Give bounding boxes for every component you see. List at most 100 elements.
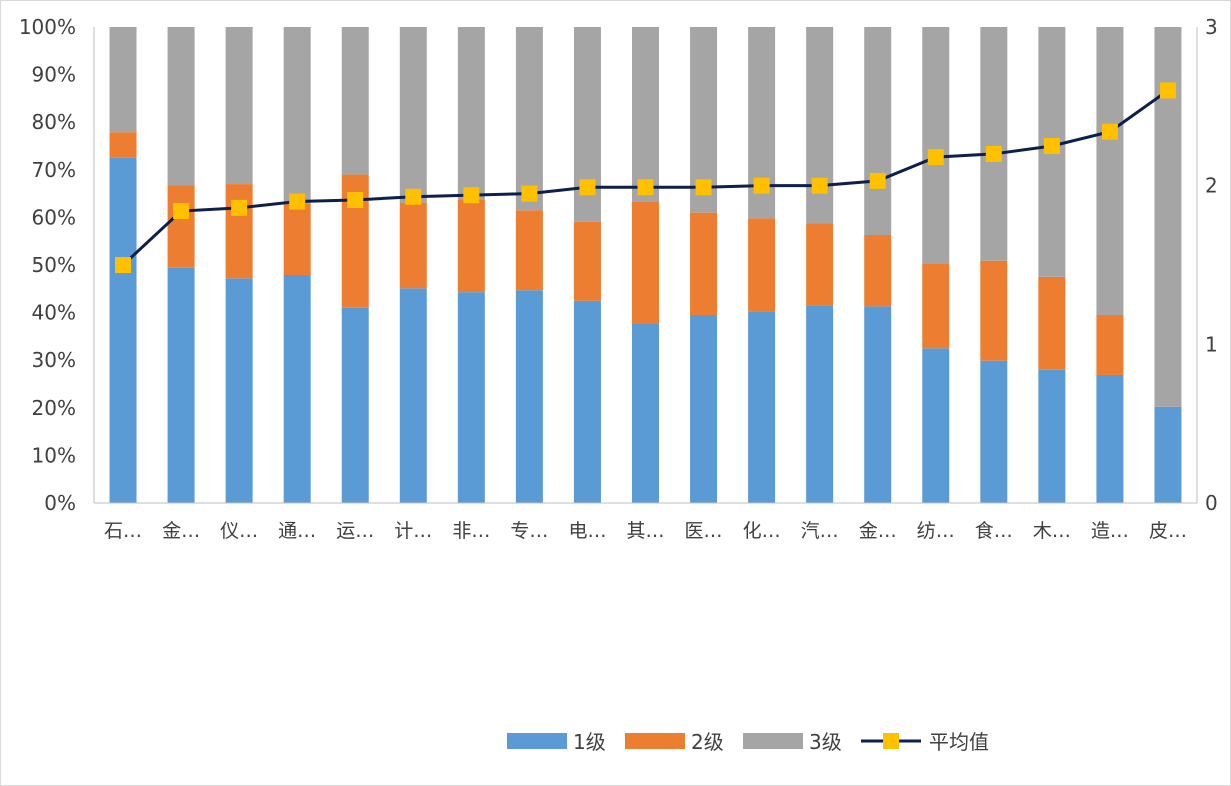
x-category-label: 计…: [394, 520, 432, 542]
bar-1-3: [283, 274, 311, 503]
x-category-label: 汽…: [801, 520, 839, 542]
bar-1-4: [341, 307, 369, 503]
bar-2-12: [806, 223, 834, 306]
average-marker-17: [1101, 123, 1118, 140]
legend-label-3: 3级: [809, 730, 842, 754]
average-marker-12: [811, 177, 828, 194]
bar-2-7: [515, 210, 543, 291]
bar-3-6: [457, 27, 485, 200]
bar-1-11: [748, 311, 776, 503]
bar-1-17: [1096, 374, 1124, 503]
bar-2-5: [399, 202, 427, 289]
bar-3-17: [1096, 27, 1124, 315]
bar-1-2: [225, 278, 253, 503]
x-category-label: 木…: [1033, 520, 1071, 542]
y-left-tick-label: 20%: [32, 396, 76, 420]
y-left-tick-label: 10%: [32, 443, 76, 467]
bar-3-1: [167, 27, 195, 186]
bar-3-7: [515, 27, 543, 211]
bar-1-15: [980, 360, 1008, 503]
bar-3-13: [864, 27, 892, 236]
y-left-tick-label: 80%: [32, 110, 76, 134]
bar-1-9: [632, 323, 659, 503]
bar-2-16: [1038, 276, 1066, 370]
bar-1-8: [573, 300, 601, 503]
y-left-tick-label: 100%: [19, 15, 76, 39]
x-category-label: 纺…: [917, 520, 955, 542]
bar-2-3: [283, 203, 311, 275]
bar-2-10: [690, 212, 718, 315]
y-left-tick-label: 50%: [32, 253, 76, 277]
legend-label-average: 平均值: [929, 730, 989, 754]
x-category-label: 化…: [743, 520, 781, 542]
x-category-label: 专…: [510, 520, 548, 542]
bar-layer: [109, 27, 1182, 503]
label-layer: 0% 10% 20% 30% 40% 50% 60% 70% 80% 90% 100% 0 1 2 3 石… 金…: [19, 15, 1218, 542]
bar-2-1: [167, 185, 195, 268]
bar-2-15: [980, 260, 1008, 361]
x-category-label: 医…: [685, 520, 723, 542]
bar-1-5: [399, 288, 427, 503]
bar-1-14: [922, 348, 950, 503]
legend-swatch-1: [507, 733, 567, 749]
bar-1-16: [1038, 369, 1066, 503]
legend-label-1: 1级: [573, 730, 606, 754]
y-left-tick-label: 40%: [32, 301, 76, 325]
bar-3-9: [632, 27, 659, 202]
x-category-label: 皮…: [1149, 520, 1187, 542]
y-right-tick-label: 2: [1205, 174, 1218, 198]
average-marker-8: [579, 179, 596, 196]
bar-3-2: [225, 27, 253, 185]
average-marker-18: [1159, 82, 1176, 99]
bar-2-2: [225, 184, 253, 279]
y-right-tick-label: 0: [1205, 491, 1218, 515]
x-category-label: 食…: [975, 520, 1013, 542]
average-marker-15: [985, 145, 1002, 162]
legend-swatch-2: [625, 733, 685, 749]
average-marker-16: [1043, 138, 1060, 154]
bar-1-0: [109, 157, 137, 503]
y-right-tick-label: 1: [1205, 332, 1218, 356]
bar-1-7: [515, 290, 543, 503]
x-category-label: 仪…: [220, 520, 258, 542]
x-category-label: 电…: [568, 520, 606, 542]
average-marker-4: [347, 191, 364, 208]
bar-1-6: [457, 292, 485, 503]
bar-3-14: [922, 27, 950, 264]
legend: 1级 2级 3级 平均值: [507, 730, 989, 754]
legend-label-2: 2级: [691, 730, 724, 754]
bar-3-4: [341, 27, 369, 175]
legend-line-marker: [883, 733, 899, 749]
bar-1-12: [806, 305, 834, 503]
x-category-label: 金…: [162, 520, 200, 542]
x-category-label: 造…: [1091, 520, 1129, 542]
bar-2-17: [1096, 314, 1124, 375]
average-marker-14: [927, 149, 944, 166]
average-marker-7: [521, 185, 538, 202]
y-left-tick-label: 70%: [32, 158, 76, 182]
x-category-label: 金…: [859, 520, 897, 542]
average-marker-11: [753, 177, 770, 194]
axes-layer: [93, 27, 1198, 504]
average-marker-10: [695, 179, 712, 196]
bar-3-12: [806, 27, 834, 224]
bar-2-6: [457, 199, 485, 293]
x-category-label: 石…: [104, 520, 142, 542]
average-marker-13: [869, 172, 886, 189]
average-marker-5: [405, 188, 422, 205]
y-left-tick-label: 30%: [32, 348, 76, 372]
line-layer: [115, 82, 1176, 273]
x-category-label: 非…: [452, 520, 490, 542]
y-right-tick-label: 3: [1205, 15, 1218, 39]
bar-3-3: [283, 27, 311, 204]
bar-1-10: [690, 314, 718, 503]
bar-2-8: [573, 221, 601, 301]
bar-2-13: [864, 235, 892, 307]
y-left-tick-label: 0%: [44, 491, 76, 515]
y-left-tick-label: 60%: [32, 205, 76, 229]
bar-1-18: [1154, 406, 1182, 503]
bar-2-14: [922, 263, 950, 349]
bar-1-13: [864, 306, 892, 503]
